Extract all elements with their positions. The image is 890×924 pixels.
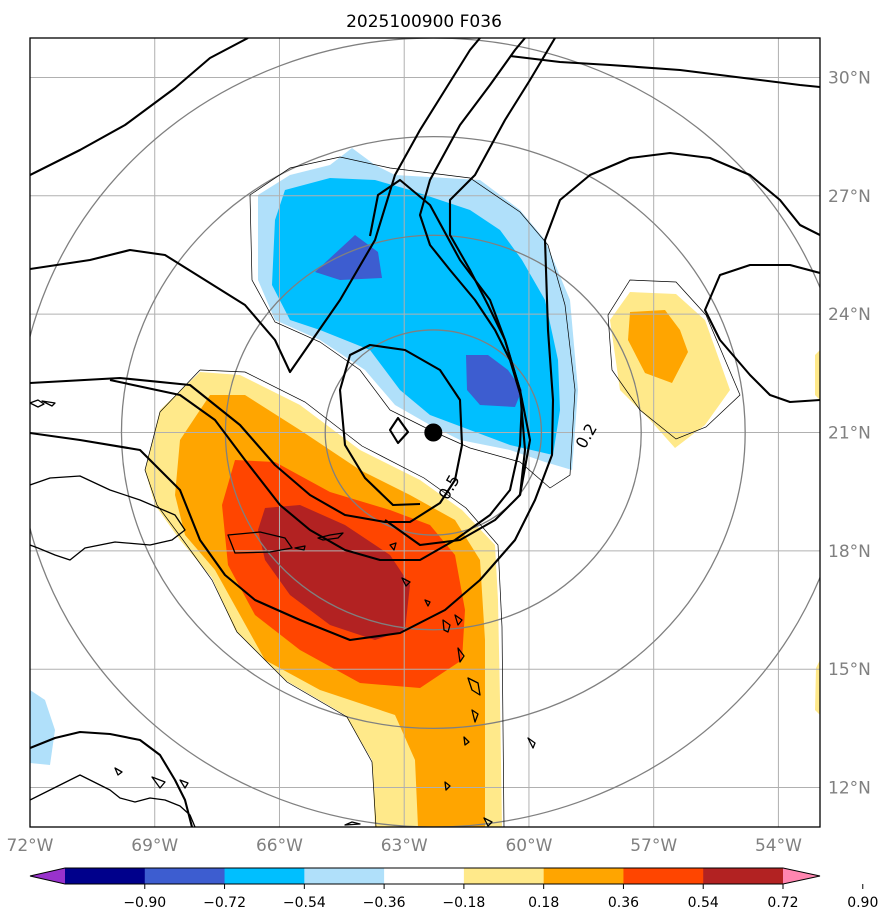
latitude-label: 15°N bbox=[828, 660, 871, 680]
longitude-label: 72°W bbox=[7, 836, 54, 856]
storm-center bbox=[424, 423, 443, 442]
colorbar-segment bbox=[623, 868, 704, 884]
lat-lon-grid bbox=[30, 38, 820, 827]
storm-center-marker bbox=[424, 423, 443, 442]
map-title: 2025100900 F036 bbox=[346, 12, 502, 32]
colorbar-extend-low bbox=[30, 868, 65, 884]
contour-small-loop bbox=[368, 178, 527, 496]
coast-isle-f bbox=[457, 647, 465, 663]
contour-outer-west bbox=[30, 38, 481, 374]
colorbar-label: 0.90 bbox=[847, 895, 878, 911]
colorbar-segment bbox=[65, 868, 146, 884]
shade-positive-max bbox=[258, 505, 410, 640]
contour-inner-south bbox=[109, 38, 526, 562]
colorbar-label: −0.36 bbox=[363, 895, 406, 911]
coast-isle-o bbox=[179, 779, 189, 789]
colorbar-label: 0.54 bbox=[688, 895, 719, 911]
longitude-label: 66°W bbox=[256, 836, 303, 856]
colorbar-extend-high bbox=[783, 868, 820, 884]
thick-contours bbox=[30, 38, 820, 827]
latitude-label: 21°N bbox=[828, 424, 871, 444]
thin-contour-negative bbox=[249, 156, 576, 489]
colorbar: −0.90 −0.72 −0.54 −0.36 −0.18 0.18 0.36 0.54 0.7… bbox=[29, 867, 878, 911]
coast-bahamas-2 bbox=[41, 400, 56, 407]
coast-isle-h bbox=[471, 709, 479, 723]
contour-east bbox=[703, 263, 820, 404]
thin-contour-east bbox=[607, 279, 741, 440]
longitude-label: 63°W bbox=[381, 836, 428, 856]
colorbar-segment bbox=[543, 868, 624, 884]
map-area: 0.50.2 bbox=[30, 38, 820, 827]
contour-mid bbox=[30, 343, 464, 524]
coast-isle-m bbox=[114, 767, 123, 776]
coast-isle-j bbox=[444, 781, 451, 791]
thin-contour-positive bbox=[199, 369, 505, 827]
coast-isle-c bbox=[424, 599, 431, 607]
thin-contours bbox=[144, 156, 741, 827]
latitude-label: 18°N bbox=[828, 542, 871, 562]
colorbar-segment bbox=[224, 868, 305, 884]
latitude-label: 30°N bbox=[828, 68, 871, 88]
shade-edge-east-2 bbox=[815, 660, 820, 715]
range-ring bbox=[120, 135, 746, 730]
shade-edge-east bbox=[815, 350, 820, 400]
coast-isle-b bbox=[401, 577, 411, 587]
coast-isle-n bbox=[151, 776, 166, 789]
colorbar-label: 0.72 bbox=[767, 895, 798, 911]
shade-east-mid bbox=[628, 310, 688, 383]
longitude-label: 54°W bbox=[755, 836, 802, 856]
range-ring bbox=[324, 329, 543, 536]
colorbar-label: 0.36 bbox=[608, 895, 639, 911]
colorbar-label: −0.72 bbox=[203, 895, 246, 911]
map-frame bbox=[29, 37, 821, 828]
longitude-label: 57°W bbox=[630, 836, 677, 856]
colorbar-label: −0.18 bbox=[442, 895, 485, 911]
colorbar-label: −0.54 bbox=[283, 895, 326, 911]
colorbar-segment bbox=[703, 868, 784, 884]
colorbar-segment bbox=[144, 868, 226, 884]
coast-virgin-isles bbox=[317, 532, 344, 541]
coast-venezuela bbox=[30, 774, 196, 827]
contour-southwest bbox=[30, 730, 194, 827]
longitude-label: 60°W bbox=[505, 836, 552, 856]
coast-isle-a bbox=[389, 542, 397, 551]
coast-hispaniola-cuba bbox=[30, 475, 186, 561]
colorbar-outline bbox=[29, 867, 821, 885]
latitude-label: 27°N bbox=[828, 187, 871, 207]
longitude-labels: 72°W 69°W 66°W 63°W 60°W 57°W 54°W bbox=[7, 836, 803, 856]
coast-isle-d bbox=[442, 619, 451, 633]
coast-puerto-rico bbox=[227, 531, 293, 554]
latitude-label: 12°N bbox=[828, 779, 871, 799]
colorbar-label: −0.90 bbox=[123, 895, 166, 911]
contour-big-loop bbox=[30, 151, 820, 642]
coast-bahamas bbox=[30, 399, 45, 408]
coast-isle-i bbox=[463, 736, 470, 746]
colorbar-segment bbox=[304, 868, 385, 884]
coast-isle-g bbox=[467, 677, 481, 696]
colorbar-segment bbox=[463, 868, 545, 884]
colorbar-segment bbox=[384, 868, 465, 884]
coastlines bbox=[30, 399, 536, 827]
colorbar-label: 0.18 bbox=[528, 895, 559, 911]
thin-contour-positive-west bbox=[144, 369, 377, 827]
coast-isle-l bbox=[483, 817, 493, 827]
coast-small-isle bbox=[294, 545, 306, 551]
contour-northeast bbox=[509, 54, 820, 89]
latitude-labels: 30°N 27°N 24°N 21°N 18°N 15°N 12°N bbox=[828, 68, 871, 798]
coast-isle-e bbox=[454, 614, 463, 626]
coast-isle-p bbox=[344, 821, 361, 826]
contour-outer-south bbox=[384, 38, 556, 547]
contour-northwest bbox=[30, 38, 249, 176]
longitude-label: 69°W bbox=[131, 836, 178, 856]
shade-negative-strong-2 bbox=[466, 355, 522, 407]
coast-isle-k bbox=[527, 737, 536, 749]
latitude-label: 24°N bbox=[828, 305, 871, 325]
contour-center-cell bbox=[388, 416, 410, 445]
